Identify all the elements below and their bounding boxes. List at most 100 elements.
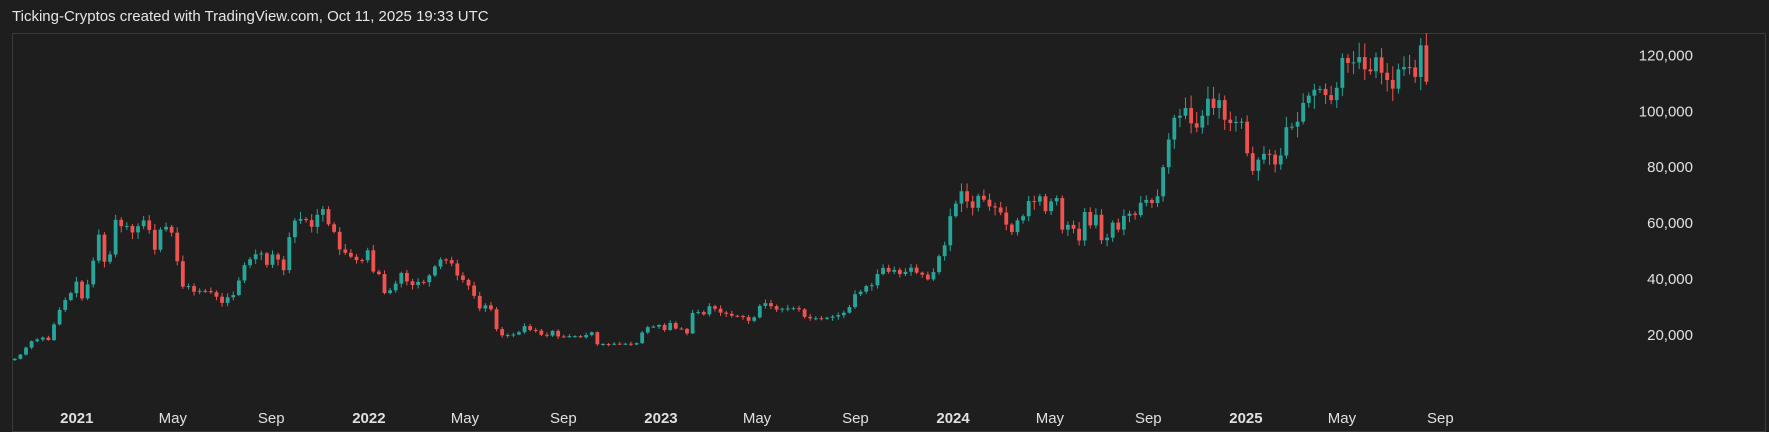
candle-body	[533, 330, 538, 331]
candle	[242, 262, 247, 283]
candle	[606, 343, 611, 347]
candle	[791, 306, 796, 311]
candle-body	[405, 272, 409, 282]
candle-body	[119, 219, 124, 227]
candle	[399, 271, 404, 288]
candle-body	[1234, 121, 1238, 124]
candle	[584, 332, 589, 339]
candle	[1334, 82, 1339, 108]
y-axis[interactable]: 20,000 40,000 60,000 80,000 100,000 120,000	[1639, 47, 1693, 344]
candle	[970, 195, 975, 216]
candle	[1211, 86, 1216, 115]
candle	[550, 330, 555, 337]
candle	[63, 297, 68, 313]
candle	[438, 257, 443, 270]
candle	[40, 336, 45, 342]
candle-body	[1088, 211, 1093, 226]
candle-body	[1413, 67, 1418, 77]
y-tick-label: 80,000	[1647, 159, 1693, 176]
candle	[29, 340, 34, 350]
candle	[1312, 83, 1317, 109]
candle	[231, 291, 236, 301]
candle	[326, 206, 331, 227]
x-tick-label: Sep	[842, 410, 869, 427]
candle	[35, 337, 40, 343]
candle-body	[606, 343, 611, 345]
candle	[354, 254, 359, 264]
candle	[427, 273, 432, 287]
candle	[1172, 114, 1177, 149]
candle-body	[18, 354, 23, 359]
candle-body	[634, 343, 639, 345]
candle-body	[1374, 57, 1378, 72]
candle-body	[561, 336, 566, 338]
chart-header: Ticking-Cryptos created with TradingView…	[12, 8, 489, 25]
candle	[1217, 93, 1222, 119]
candle-body	[500, 329, 505, 336]
candle-body	[813, 318, 818, 320]
candle	[735, 314, 740, 318]
candle	[416, 278, 421, 289]
x-tick-label: Sep	[1135, 410, 1162, 427]
candle	[12, 357, 17, 362]
candle	[981, 189, 986, 203]
candle-body	[1267, 153, 1272, 155]
candle	[236, 277, 241, 297]
candle-body	[393, 283, 398, 291]
x-axis[interactable]: 2021 May Sep 2022 May Sep 2023 May Sep 2024 May Sep…	[60, 410, 1454, 427]
candle	[382, 270, 387, 295]
candle-body	[1368, 69, 1373, 72]
candle-body	[382, 274, 387, 294]
candle	[830, 314, 835, 321]
candle-body	[578, 336, 583, 338]
candle-body	[1318, 88, 1322, 90]
candle	[881, 264, 885, 276]
candle	[332, 222, 336, 234]
x-tick-label: 2024	[936, 410, 970, 427]
candle	[1206, 86, 1210, 126]
candle-body	[696, 312, 701, 314]
candle	[1346, 54, 1350, 73]
candle-body	[522, 326, 527, 333]
candle-body	[225, 297, 230, 303]
candle	[1256, 157, 1261, 181]
candle-body	[724, 312, 729, 314]
candle	[287, 232, 292, 274]
candle	[1065, 221, 1070, 236]
candle-body	[264, 253, 269, 265]
candle	[511, 332, 516, 338]
chart-area[interactable]: 20,000 40,000 60,000 80,000 100,000 120,000 2…	[12, 33, 1766, 432]
candle	[1155, 189, 1160, 208]
candle	[393, 280, 398, 293]
candle	[1385, 63, 1390, 92]
candle-body	[1362, 57, 1367, 70]
x-tick-label: 2023	[644, 410, 677, 427]
candle-body	[231, 295, 236, 298]
candle-body	[825, 317, 829, 319]
candle	[292, 218, 297, 243]
candle-body	[197, 290, 202, 292]
candle-body	[528, 326, 533, 330]
candle	[1049, 198, 1053, 216]
candle	[1088, 207, 1093, 229]
candle-body	[203, 290, 208, 292]
candle-body	[214, 292, 219, 297]
candle-body	[180, 261, 185, 287]
candle-body	[937, 256, 941, 273]
candle-body	[489, 305, 493, 310]
candle	[315, 208, 320, 234]
candle-body	[85, 284, 90, 299]
candlestick-chart[interactable]: 20,000 40,000 60,000 80,000 100,000 120,000 2…	[12, 33, 1766, 432]
candle	[763, 299, 768, 309]
candle-body	[612, 343, 617, 345]
candle	[376, 269, 381, 276]
candle-body	[130, 225, 135, 233]
candle-body	[1105, 237, 1110, 241]
candle	[1284, 116, 1289, 159]
chart-frame	[12, 33, 1766, 432]
candle-body	[1312, 89, 1317, 96]
candle-body	[645, 327, 650, 333]
candle-body	[1110, 222, 1115, 238]
candle	[410, 278, 415, 290]
candle	[388, 287, 393, 295]
